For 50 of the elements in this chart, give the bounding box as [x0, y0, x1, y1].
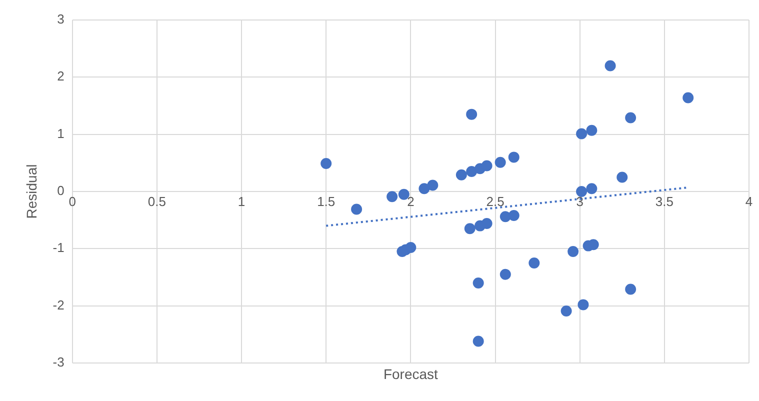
- point: [586, 124, 598, 136]
- x-tick-label: 3.5: [655, 194, 674, 209]
- point: [405, 242, 416, 254]
- point: [464, 223, 476, 234]
- point: [466, 166, 478, 177]
- y-tick-label: 3: [57, 12, 64, 27]
- point: [625, 112, 636, 124]
- point: [576, 186, 588, 197]
- point: [481, 218, 492, 230]
- point: [481, 160, 492, 172]
- point: [616, 172, 628, 183]
- y-tick-label: 2: [57, 68, 64, 84]
- point: [320, 158, 332, 169]
- point: [472, 277, 484, 288]
- point: [576, 128, 588, 140]
- point: [494, 156, 506, 168]
- x-tick-label: 2: [407, 194, 414, 209]
- x-tick-label: 3: [576, 194, 584, 209]
- point: [568, 246, 579, 258]
- point: [351, 204, 362, 215]
- point: [508, 152, 520, 163]
- point: [625, 284, 636, 295]
- point: [427, 180, 438, 191]
- y-tick-label: -2: [52, 297, 64, 312]
- point: [418, 183, 430, 194]
- x-axis-title: Forecast: [383, 366, 438, 382]
- y-tick-label: -1: [52, 240, 64, 256]
- point: [578, 299, 589, 310]
- point: [466, 108, 478, 120]
- point: [456, 169, 467, 180]
- point: [398, 188, 410, 200]
- point: [528, 257, 540, 268]
- x-tick-label: 4: [745, 194, 753, 209]
- point: [586, 183, 598, 194]
- x-tick-label: 1: [238, 194, 246, 209]
- y-tick-label: -3: [52, 354, 64, 370]
- point: [508, 210, 520, 222]
- point: [386, 191, 398, 202]
- point: [472, 336, 484, 347]
- x-tick-label: 0.5: [148, 194, 166, 209]
- x-tick-label: 1.5: [317, 194, 336, 209]
- x-tick-label: 0: [68, 194, 76, 209]
- point: [604, 60, 616, 72]
- point: [682, 92, 694, 104]
- x-tick-label: 2.5: [486, 194, 504, 209]
- y-tick-label: 1: [57, 126, 64, 141]
- point: [500, 268, 511, 280]
- y-tick-label: 0: [57, 183, 64, 198]
- point: [560, 305, 572, 316]
- y-axis-title: Residual: [23, 164, 40, 219]
